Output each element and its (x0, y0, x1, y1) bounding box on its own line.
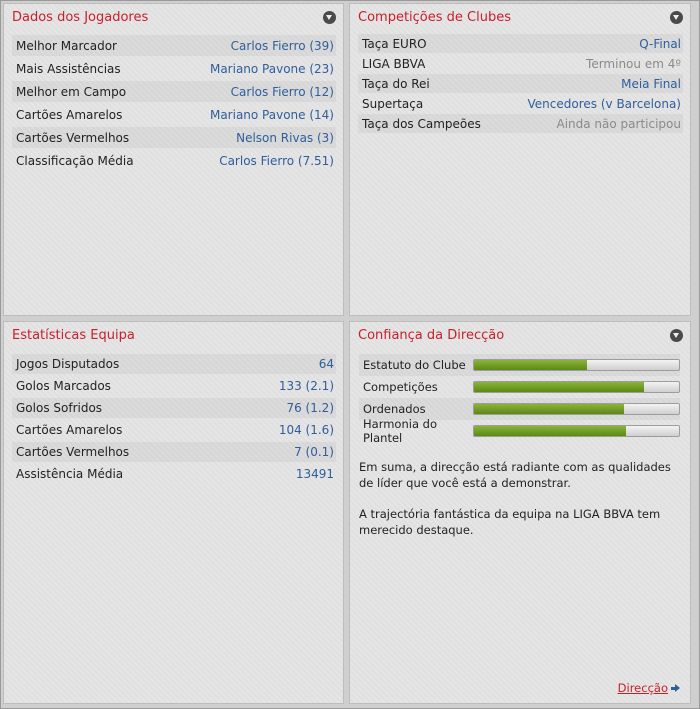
confidence-bar-fill (474, 426, 626, 436)
competition-result: Terminou em 4º (586, 56, 681, 71)
list-item: Cartões Vermelhos 7 (0.1) (12, 442, 336, 462)
list-item: Cartões Vermelhos Nelson Rivas (3) (12, 127, 336, 148)
row-label: Cartões Amarelos (16, 107, 123, 122)
row-label: Mais Assistências (16, 61, 121, 76)
club-competitions-title: Competições de Clubes (358, 10, 511, 25)
list-item: Jogos Disputados 64 (12, 354, 336, 374)
competition-result-link[interactable]: Meia Final (621, 76, 681, 91)
player-link[interactable]: Carlos Fierro (39) (230, 38, 334, 53)
row-label: Melhor Marcador (16, 38, 117, 53)
list-item: Golos Sofridos 76 (1.2) (12, 398, 336, 418)
stat-label: Cartões Amarelos (16, 423, 123, 437)
club-competitions-panel: Competições de Clubes Taça EURO Q-Final … (349, 3, 691, 316)
list-item: Classificação Média Carlos Fierro (7.51) (12, 150, 336, 171)
player-link[interactable]: Carlos Fierro (7.51) (219, 153, 334, 168)
player-link[interactable]: Nelson Rivas (3) (236, 130, 334, 145)
board-summary-paragraph: Em suma, a direcção está radiante com as… (359, 460, 671, 490)
confidence-bar (473, 425, 680, 437)
list-item: Golos Marcados 133 (2.1) (12, 376, 336, 396)
chevron-down-icon[interactable] (670, 11, 683, 24)
confidence-bar-row: Competições (359, 376, 680, 398)
list-item: Taça do Rei Meia Final (358, 74, 683, 93)
stat-label: Assistência Média (16, 467, 124, 481)
stat-value-link[interactable]: 104 (1.6) (278, 423, 334, 437)
board-summary: Em suma, a direcção está radiante com as… (359, 459, 680, 553)
player-data-panel: Dados dos Jogadores Melhor Marcador Carl… (3, 3, 344, 316)
board-confidence-title: Confiança da Direcção (358, 328, 505, 343)
confidence-bars: Estatuto do Clube Competições Ordenados … (359, 354, 680, 445)
stat-value-link[interactable]: 7 (0.1) (294, 445, 334, 459)
arrow-right-icon[interactable] (671, 683, 680, 693)
stat-value-link[interactable]: 133 (2.1) (278, 379, 334, 393)
competition-name: Taça EURO (362, 36, 427, 51)
confidence-bar-label: Competições (363, 380, 438, 394)
list-item: Supertaça Vencedores (v Barcelona) (358, 94, 683, 113)
competition-result-link[interactable]: Q-Final (639, 36, 681, 51)
confidence-bar-label: Estatuto do Clube (363, 358, 466, 372)
team-stats-title: Estatísticas Equipa (12, 328, 135, 343)
competition-name: Taça do Rei (362, 76, 430, 91)
player-data-list: Melhor Marcador Carlos Fierro (39) Mais … (12, 35, 336, 173)
team-stats-list: Jogos Disputados 64 Golos Marcados 133 (… (12, 354, 336, 486)
list-item: Taça EURO Q-Final (358, 34, 683, 53)
team-stats-panel: Estatísticas Equipa Jogos Disputados 64 … (3, 321, 344, 704)
confidence-bar-fill (474, 382, 645, 392)
confidence-bar-label: Ordenados (363, 402, 426, 416)
stat-label: Golos Sofridos (16, 401, 103, 415)
confidence-bar (473, 381, 680, 393)
confidence-bar-row: Ordenados (359, 398, 680, 420)
player-link[interactable]: Carlos Fierro (12) (230, 84, 334, 99)
player-link[interactable]: Mariano Pavone (23) (209, 61, 334, 76)
board-summary-paragraph: A trajectória fantástica da equipa na LI… (359, 507, 661, 537)
row-label: Cartões Vermelhos (16, 130, 130, 145)
board-link[interactable]: Direcção (618, 681, 680, 695)
player-link[interactable]: Mariano Pavone (14) (209, 107, 334, 122)
stat-value-link[interactable]: 13491 (295, 467, 334, 481)
list-item: Melhor em Campo Carlos Fierro (12) (12, 81, 336, 102)
board-link-label[interactable]: Direcção (617, 681, 668, 695)
stat-label: Golos Marcados (16, 379, 111, 393)
competition-result: Ainda não participou (556, 116, 682, 131)
confidence-bar-fill (474, 360, 587, 370)
stat-label: Cartões Vermelhos (16, 445, 130, 459)
list-item: Cartões Amarelos Mariano Pavone (14) (12, 104, 336, 125)
board-confidence-panel: Confiança da Direcção Estatuto do Clube … (349, 321, 691, 704)
list-item: Melhor Marcador Carlos Fierro (39) (12, 35, 336, 56)
competition-result-link[interactable]: Vencedores (v Barcelona) (527, 96, 681, 111)
stat-label: Jogos Disputados (16, 357, 120, 371)
row-label: Melhor em Campo (16, 84, 127, 99)
competition-name: Supertaça (362, 96, 424, 111)
confidence-bar (473, 403, 680, 415)
stat-value-link[interactable]: 76 (1.2) (286, 401, 334, 415)
list-item: Mais Assistências Mariano Pavone (23) (12, 58, 336, 79)
list-item: LIGA BBVA Terminou em 4º (358, 54, 683, 73)
confidence-bar-label: Harmonia do Plantel (363, 417, 437, 445)
competition-name: Taça dos Campeões (362, 116, 481, 131)
confidence-bar-row: Estatuto do Clube (359, 354, 680, 376)
club-competitions-list: Taça EURO Q-Final LIGA BBVA Terminou em … (358, 34, 683, 134)
chevron-down-icon[interactable] (323, 11, 336, 24)
competition-name: LIGA BBVA (362, 56, 426, 71)
list-item: Cartões Amarelos 104 (1.6) (12, 420, 336, 440)
list-item: Taça dos Campeões Ainda não participou (358, 114, 683, 133)
chevron-down-icon[interactable] (670, 329, 683, 342)
confidence-bar-fill (474, 404, 624, 414)
confidence-bar (473, 359, 680, 371)
stat-value-link[interactable]: 64 (318, 357, 334, 371)
player-data-title: Dados dos Jogadores (12, 10, 149, 25)
row-label: Classificação Média (16, 153, 134, 168)
confidence-bar-row: Harmonia do Plantel (359, 417, 680, 445)
list-item: Assistência Média 13491 (12, 464, 336, 484)
